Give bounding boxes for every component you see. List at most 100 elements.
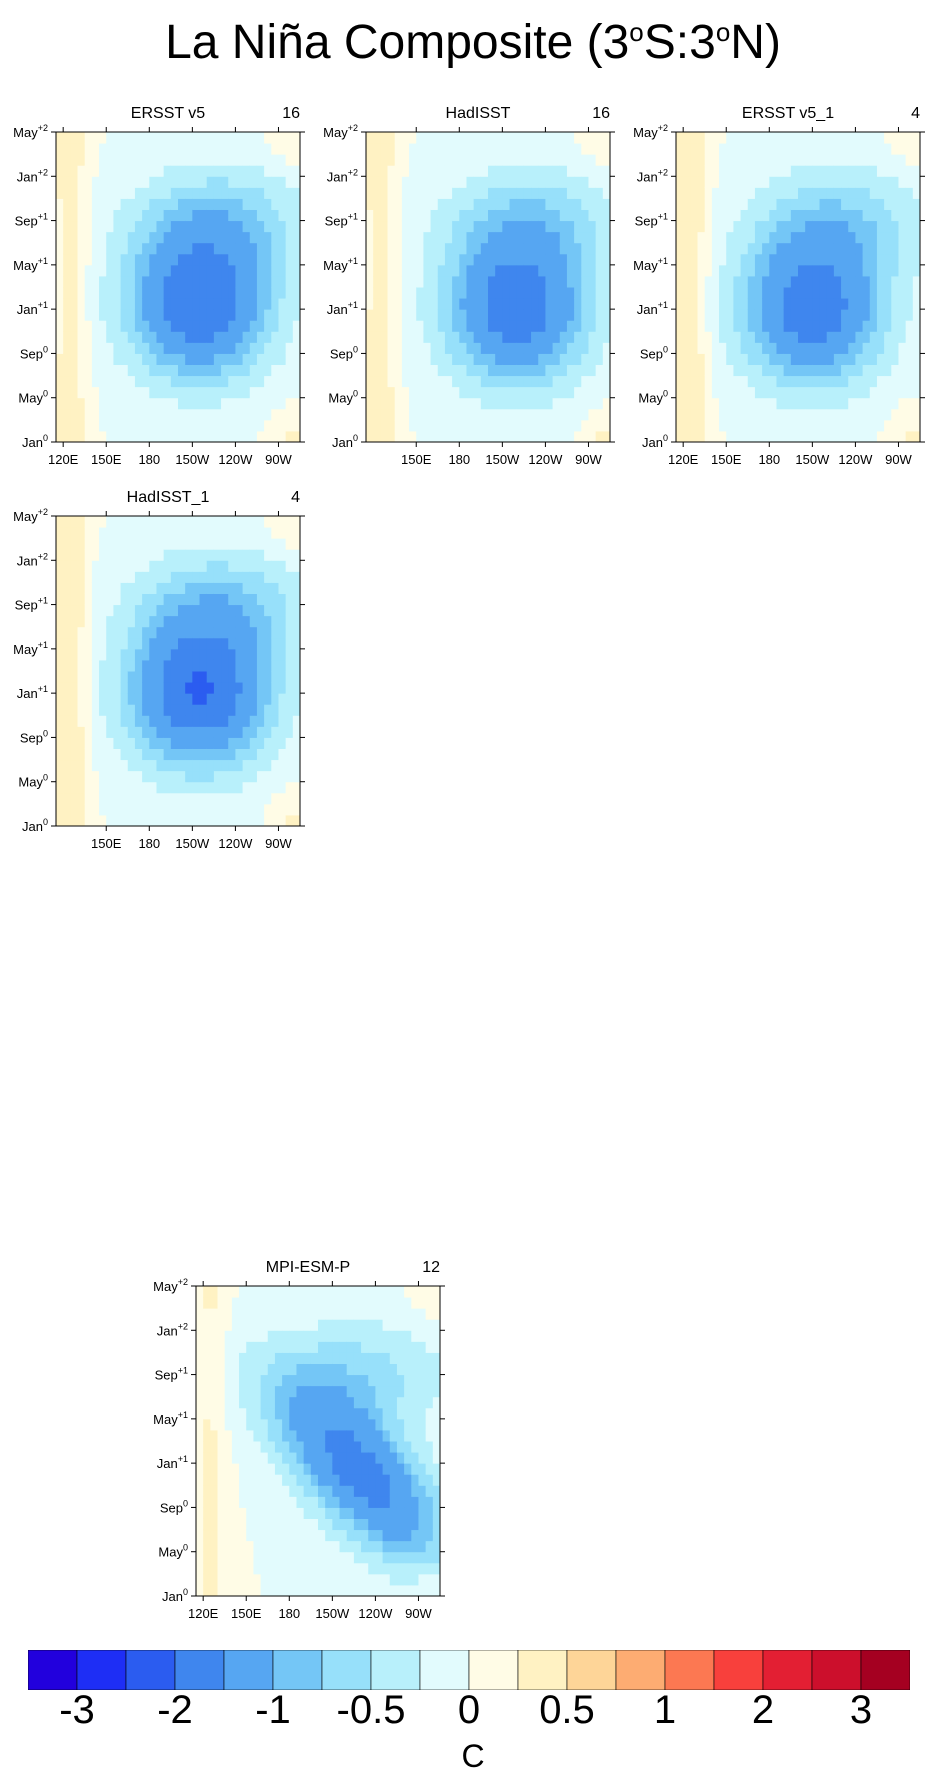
heatmap-cell (113, 419, 122, 432)
heatmap-cell (156, 231, 165, 244)
heatmap-cell (676, 419, 684, 432)
heatmap-cell (676, 298, 684, 310)
heatmap-cell (113, 430, 122, 443)
heatmap-cell (192, 659, 201, 672)
heatmap-cell (798, 353, 806, 365)
heatmap-cell (884, 408, 892, 421)
heatmap-cell (224, 1352, 233, 1364)
heatmap-cell (178, 770, 186, 783)
heatmap-cell (437, 231, 446, 244)
heatmap-cell (368, 1363, 376, 1376)
heatmap-cell (77, 538, 86, 550)
heatmap-cell (249, 397, 258, 410)
heatmap-cell (869, 430, 878, 443)
heatmap-cell (373, 375, 381, 388)
heatmap-cell (318, 1308, 326, 1320)
heatmap-cell (178, 220, 186, 233)
heatmap-cell (142, 704, 150, 716)
heatmap-cell (509, 143, 518, 155)
heatmap-cell (754, 198, 763, 210)
heatmap-cell (292, 253, 301, 266)
heatmap-cell (733, 132, 742, 144)
heatmap-cell (704, 143, 713, 155)
heatmap-cell (552, 375, 561, 388)
heatmap-cell (285, 143, 294, 155)
heatmap-cell (559, 275, 568, 288)
heatmap-cell (120, 593, 129, 606)
heatmap-cell (274, 1474, 283, 1486)
heatmap-cell (430, 353, 439, 365)
heatmap-cell (566, 309, 575, 321)
heatmap-cell (106, 320, 114, 332)
heatmap-cell (798, 331, 806, 343)
heatmap-cell (488, 419, 496, 432)
heatmap-cell (833, 287, 842, 299)
heatmap-cell (228, 132, 236, 144)
heatmap-cell (231, 1573, 240, 1586)
heatmap-cell (387, 386, 396, 399)
heatmap-cell (142, 737, 150, 749)
heatmap-cell (63, 209, 71, 222)
heatmap-cell (285, 331, 294, 343)
heatmap-cell (332, 1319, 341, 1331)
heatmap-cell (798, 287, 806, 299)
heatmap-cell (516, 242, 525, 255)
heatmap-cell (242, 342, 251, 354)
heatmap-cell (285, 648, 294, 661)
heatmap-cell (697, 231, 706, 244)
heatmap-cell (84, 165, 93, 177)
heatmap-cell (163, 198, 172, 210)
heatmap-cell (459, 165, 467, 177)
heatmap-cell (602, 364, 611, 377)
heatmap-cell (77, 165, 86, 177)
heatmap-cell (149, 527, 157, 539)
heatmap-cell (368, 1463, 376, 1475)
heatmap-cell (876, 275, 885, 288)
heatmap-cell (231, 1474, 240, 1486)
heatmap-cell (120, 560, 129, 572)
heatmap-cell (292, 527, 301, 539)
heatmap-cell (891, 353, 899, 365)
heatmap-cell (113, 615, 122, 628)
heatmap-cell (149, 682, 157, 694)
heatmap-cell (84, 320, 93, 332)
heatmap-cell (224, 1330, 233, 1342)
heatmap-cell (898, 165, 907, 177)
heatmap-cell (552, 154, 561, 166)
heatmap-cell (380, 331, 389, 343)
heatmap-cell (242, 386, 251, 399)
heatmap-cell (185, 331, 193, 343)
heatmap-cell (77, 748, 86, 761)
heatmap-cell (389, 1529, 398, 1542)
heatmap-cell (855, 408, 864, 421)
heatmap-cell (869, 176, 878, 188)
heatmap-cell (178, 353, 186, 365)
heatmap-cell (84, 331, 93, 343)
heatmap-cell (63, 231, 71, 244)
heatmap-cell (285, 814, 294, 827)
heatmap-cell (495, 309, 503, 321)
y-tick-label: May+1 (13, 640, 48, 657)
heatmap-cell (149, 132, 157, 144)
heatmap-cell (676, 309, 684, 321)
heatmap-cell (228, 342, 236, 354)
heatmap-cell (841, 342, 849, 354)
heatmap-cell (192, 187, 201, 199)
heatmap-cell (495, 176, 503, 188)
heatmap-cell (697, 264, 706, 277)
heatmap-cell (178, 132, 186, 144)
heatmap-cell (862, 220, 871, 233)
heatmap-cell (318, 1330, 326, 1342)
heatmap-cell (602, 242, 611, 255)
heatmap-cell (404, 1452, 412, 1464)
heatmap-cell (213, 176, 222, 188)
heatmap-cell (754, 132, 763, 144)
heatmap-cell (325, 1584, 333, 1597)
heatmap-cell (199, 538, 208, 550)
heatmap-cell (798, 264, 806, 277)
heatmap-cell (260, 1286, 269, 1298)
heatmap-cell (163, 615, 172, 628)
heatmap-cell (185, 770, 193, 783)
heatmap-cell (430, 242, 439, 255)
heatmap-cell (192, 682, 201, 694)
